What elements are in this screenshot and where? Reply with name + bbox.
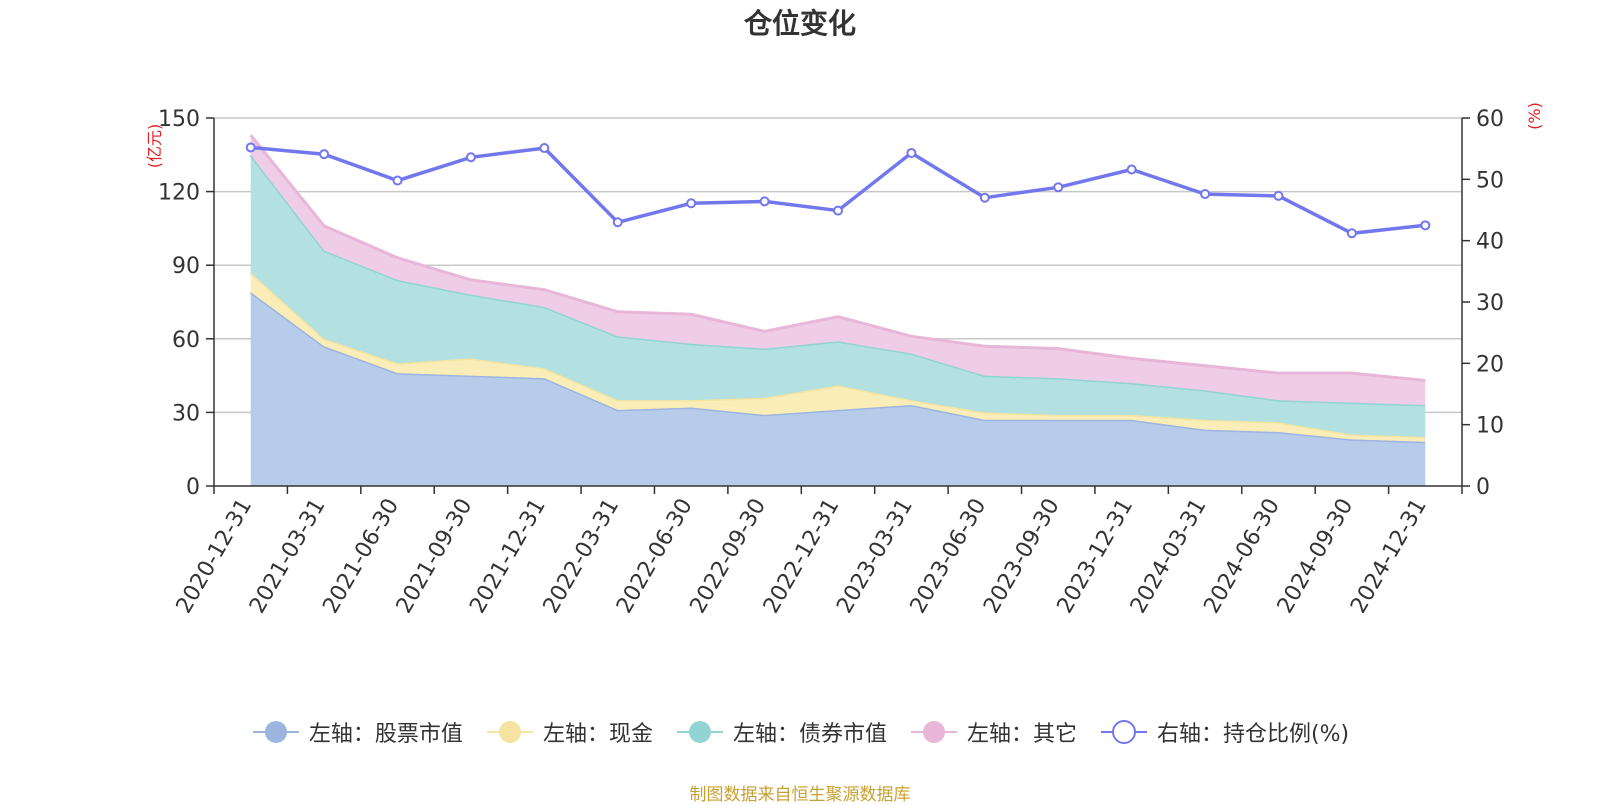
data-source-note: 制图数据来自恒生聚源数据库: [689, 785, 911, 805]
ratio-point: [539, 143, 550, 154]
legend-symbol-icon: [252, 721, 299, 743]
x-tick-label: 2021-12-31: [465, 495, 551, 618]
area-series-0: [250, 292, 1426, 486]
x-tick-label: 2024-12-31: [1346, 495, 1432, 618]
right-y-tick-label: 10: [1476, 414, 1504, 439]
x-tick-label: 2021-03-31: [245, 495, 331, 618]
chart-title: 仓位变化: [743, 7, 856, 40]
legend-label: 左轴：债券市值: [732, 722, 887, 747]
x-tick-label: 2023-03-31: [832, 494, 918, 617]
legend-item-0[interactable]: 左轴：股票市值: [251, 716, 463, 748]
x-tick-label: 2022-12-31: [759, 495, 845, 618]
legend-item-2[interactable]: 左轴：债券市值: [675, 716, 887, 748]
legend-label: 左轴：股票市值: [308, 722, 463, 747]
area-series-2: [250, 154, 1426, 437]
ratio-point: [1126, 164, 1137, 175]
legend-item-1[interactable]: 左轴：现金: [485, 716, 653, 748]
area-edge-series-3: [249, 134, 1426, 382]
x-tick-label: 2024-09-30: [1273, 495, 1359, 618]
left-y-tick-label: 90: [172, 254, 200, 279]
right-y-tick-label: 60: [1476, 107, 1504, 132]
ratio-point: [759, 196, 770, 207]
left-y-tick-label: 30: [172, 401, 200, 426]
legend-label: 右轴：持仓比例(%): [1156, 722, 1350, 747]
left-y-tick-label: 150: [158, 107, 200, 132]
ratio-point: [1346, 228, 1357, 239]
legend-symbol-icon: [676, 721, 723, 743]
ratio-point: [1273, 190, 1284, 201]
ratio-point: [1420, 220, 1431, 231]
ratio-point: [906, 147, 917, 158]
ratio-point: [245, 142, 256, 153]
legend-item-3[interactable]: 左轴：其它: [909, 716, 1077, 748]
right-y-tick-label: 50: [1476, 168, 1504, 193]
right-y-tick-label: 30: [1476, 291, 1504, 316]
x-tick-label: 2024-03-31: [1126, 495, 1212, 618]
ratio-point: [319, 149, 330, 160]
x-tick-label: 2022-03-31: [539, 495, 625, 618]
ratio-point: [612, 217, 623, 228]
x-tick-label: 2023-06-30: [906, 495, 992, 618]
right-y-tick-label: 0: [1476, 475, 1490, 500]
legend-label: 左轴：现金: [542, 722, 653, 747]
left-y-tick-label: 60: [172, 328, 200, 353]
ratio-line-path: [250, 145, 1426, 236]
legend-symbol-icon: [910, 721, 957, 743]
x-tick-label: 2023-12-31: [1053, 495, 1139, 618]
x-tick-label: 2022-06-30: [612, 495, 698, 618]
legend-item-4[interactable]: 右轴：持仓比例(%): [1099, 716, 1349, 748]
x-tick-label: 2022-09-30: [685, 495, 771, 618]
stacked-areas: [249, 134, 1426, 486]
position-ratio-line: [245, 142, 1431, 239]
ratio-point: [1053, 182, 1064, 193]
x-tick-label: 2020-12-31: [172, 495, 258, 618]
legend-label: 左轴：其它: [966, 722, 1077, 747]
x-tick-label: 2023-09-30: [979, 495, 1065, 618]
right-y-tick-label: 40: [1476, 230, 1504, 255]
x-tick-label: 2021-09-30: [392, 495, 478, 618]
legend-symbol-icon: [486, 721, 533, 743]
x-tick-label: 2024-06-30: [1199, 495, 1285, 618]
ratio-point: [686, 198, 697, 209]
ratio-point: [465, 152, 476, 163]
chart-legend: 左轴：股票市值 左轴：现金 左轴：债券市值 左轴：其它 右轴：持仓比例(%): [0, 716, 1600, 748]
right-y-tick-label: 20: [1476, 352, 1504, 377]
ratio-point: [1200, 189, 1211, 200]
left-y-tick-label: 120: [158, 181, 200, 206]
legend-symbol-icon: [1100, 720, 1147, 744]
right-axis-unit-label: (%): [1525, 102, 1544, 130]
x-tick-label: 2021-06-30: [318, 494, 404, 617]
area-series-1: [250, 272, 1426, 442]
left-axis-unit-label: (亿元): [145, 124, 164, 169]
ratio-point: [392, 175, 403, 186]
ratio-point: [833, 205, 843, 216]
area-series-3: [250, 135, 1426, 405]
left-y-tick-label: 0: [186, 475, 200, 500]
ratio-point: [979, 192, 990, 203]
